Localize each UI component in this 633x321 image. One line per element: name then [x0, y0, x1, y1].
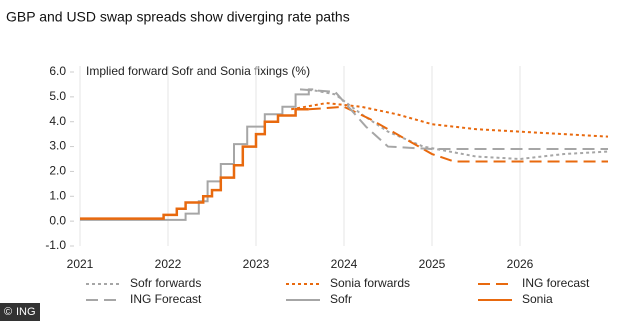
y-tick-label: 4.0	[49, 114, 66, 128]
legend-label: Sonia forwards	[330, 276, 410, 290]
legend-label: ING Forecast	[130, 292, 202, 306]
series-line	[299, 88, 608, 151]
legend-label: Sonia	[522, 292, 553, 306]
legend-label: Sofr forwards	[130, 276, 201, 290]
y-tick-label: 1.0	[49, 188, 66, 202]
source-badge	[0, 303, 40, 321]
x-tick-label: 2024	[331, 257, 358, 271]
x-tick-label: 2026	[507, 257, 534, 271]
x-tick-label: 2023	[243, 257, 270, 271]
series-line	[308, 105, 608, 163]
source: ING	[16, 306, 36, 318]
source-mark: ©	[4, 306, 12, 318]
y-tick-label: 3.0	[49, 139, 66, 153]
chart-title: GBP and USD swap spreads show diverging …	[6, 9, 350, 25]
y-tick-label: -1.0	[45, 238, 66, 252]
legend-label: ING forecast	[522, 276, 590, 290]
legend-label: Sofr	[330, 292, 352, 306]
y-tick-label: 6.0	[49, 64, 66, 78]
y-tick-label: 5.0	[49, 89, 66, 103]
y-tick-label: 2.0	[49, 164, 66, 178]
x-tick-label: 2022	[155, 257, 182, 271]
x-tick-label: 2021	[67, 257, 94, 271]
y-tick-label: 0.0	[49, 213, 66, 227]
series-line	[80, 108, 309, 220]
x-tick-label: 2025	[419, 257, 446, 271]
annotation: Implied forward Sofr and Sonia fixings (…	[86, 64, 310, 78]
series-line	[80, 88, 314, 221]
